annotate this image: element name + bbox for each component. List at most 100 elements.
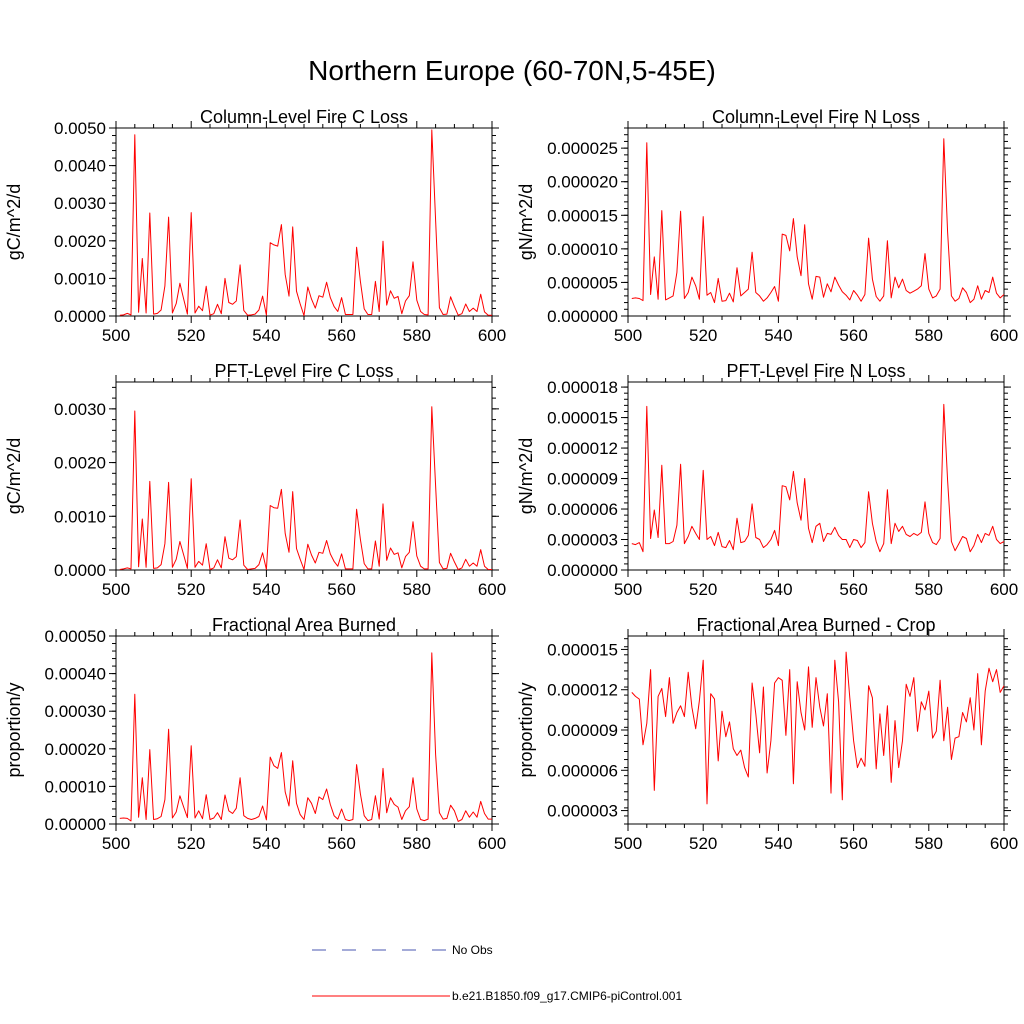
legend-entry-model-run: b.e21.B1850.f09_g17.CMIP6-piControl.001 (312, 989, 682, 1003)
y-axis-label: proportion/y (516, 682, 536, 777)
legend-entry-no-obs: No Obs (312, 943, 493, 957)
x-tick-label: 520 (689, 580, 717, 599)
y-tick-label: 0.000009 (547, 470, 618, 489)
y-axis-label: proportion/y (4, 682, 24, 777)
y-tick-label: 0.000015 (547, 206, 618, 225)
x-tick-label: 500 (102, 834, 130, 853)
y-tick-label: 0.000009 (547, 721, 618, 740)
x-tick-label: 520 (177, 326, 205, 345)
y-tick-label: 0.00050 (45, 627, 106, 646)
panel-title: Fractional Area Burned - Crop (696, 615, 935, 635)
x-tick-label: 580 (403, 326, 431, 345)
x-tick-label: 520 (177, 580, 205, 599)
x-tick-label: 520 (689, 834, 717, 853)
y-tick-label: 0.00030 (45, 702, 106, 721)
x-tick-label: 560 (327, 326, 355, 345)
y-tick-label: 0.000018 (547, 378, 618, 397)
x-tick-label: 540 (764, 834, 792, 853)
y-tick-label: 0.0040 (54, 157, 106, 176)
y-tick-label: 0.0010 (54, 269, 106, 288)
y-tick-label: 0.000003 (547, 802, 618, 821)
x-tick-label: 500 (614, 834, 642, 853)
x-tick-label: 560 (327, 834, 355, 853)
x-tick-label: 580 (403, 834, 431, 853)
x-tick-label: 540 (252, 834, 280, 853)
y-tick-label: 0.000005 (547, 273, 618, 292)
y-tick-label: 0.0000 (54, 561, 106, 580)
y-tick-label: 0.000006 (547, 761, 618, 780)
chart-panel-2: Column-Level Fire N Loss gN/m^2/d 500 520 54… (516, 107, 1018, 345)
y-tick-label: 0.0030 (54, 400, 106, 419)
y-tick-label: 0.000006 (547, 500, 618, 519)
x-tick-label: 500 (102, 580, 130, 599)
y-tick-label: 0.0020 (54, 454, 106, 473)
panels: Column-Level Fire C Loss gC/m^2/d 500 520 54… (4, 107, 1018, 853)
y-tick-label: 0.000020 (547, 173, 618, 192)
x-tick-label: 560 (839, 834, 867, 853)
y-tick-label: 0.0020 (54, 232, 106, 251)
x-tick-label: 540 (764, 580, 792, 599)
x-tick-label: 600 (990, 326, 1018, 345)
x-tick-label: 580 (915, 326, 943, 345)
y-tick-label: 0.000015 (547, 409, 618, 428)
plot-frame (115, 635, 493, 825)
legend-label-no-obs: No Obs (452, 943, 493, 957)
y-tick-label: 0.00040 (45, 665, 106, 684)
x-tick-label: 520 (689, 326, 717, 345)
y-axis-label: gN/m^2/d (516, 184, 536, 260)
x-tick-label: 600 (990, 580, 1018, 599)
y-axis-label: gC/m^2/d (4, 438, 24, 514)
series-line-1 (119, 129, 492, 317)
y-tick-label: 0.000015 (547, 640, 618, 659)
panel-title: Fractional Area Burned (212, 615, 396, 635)
x-tick-label: 540 (764, 326, 792, 345)
y-axis-label: gN/m^2/d (516, 438, 536, 514)
y-tick-label: 0.00010 (45, 777, 106, 796)
x-tick-label: 600 (478, 326, 506, 345)
y-tick-label: 0.0010 (54, 507, 106, 526)
series-line-1 (631, 138, 1005, 304)
y-tick-label: 0.0000 (54, 307, 106, 326)
figure-title: Northern Europe (60-70N,5-45E) (308, 55, 716, 86)
series-line-1 (119, 406, 492, 570)
y-tick-label: 0.000000 (547, 307, 618, 326)
chart-panel-4: PFT-Level Fire N Loss gN/m^2/d 500 520 540 56… (516, 361, 1018, 599)
legend: No Obs b.e21.B1850.f09_g17.CMIP6-piContr… (312, 943, 682, 1003)
y-tick-label: 0.000003 (547, 531, 618, 550)
panel-title: Column-Level Fire N Loss (712, 107, 920, 127)
y-tick-label: 0.000000 (547, 561, 618, 580)
x-tick-label: 500 (102, 326, 130, 345)
x-tick-label: 560 (839, 326, 867, 345)
x-tick-label: 520 (177, 834, 205, 853)
y-axis-label: gC/m^2/d (4, 184, 24, 260)
x-tick-label: 540 (252, 326, 280, 345)
x-tick-label: 540 (252, 580, 280, 599)
y-tick-label: 0.0050 (54, 119, 106, 138)
series-line-1 (631, 651, 1005, 805)
x-tick-label: 560 (327, 580, 355, 599)
chart-panel-1: Column-Level Fire C Loss gC/m^2/d 500 520 54… (4, 107, 506, 345)
panel-title: PFT-Level Fire N Loss (726, 361, 905, 381)
x-tick-label: 600 (478, 834, 506, 853)
x-tick-label: 560 (839, 580, 867, 599)
chart-panel-6: Fractional Area Burned - Crop proportion/… (516, 615, 1018, 853)
y-tick-label: 0.000010 (547, 240, 618, 259)
y-tick-label: 0.00000 (45, 815, 106, 834)
x-tick-label: 580 (403, 580, 431, 599)
panel-title: PFT-Level Fire C Loss (214, 361, 393, 381)
x-tick-label: 500 (614, 580, 642, 599)
chart-panel-3: PFT-Level Fire C Loss gC/m^2/d 500 520 540 56… (4, 361, 506, 599)
x-tick-label: 580 (915, 834, 943, 853)
panel-title: Column-Level Fire C Loss (200, 107, 408, 127)
y-tick-label: 0.000025 (547, 139, 618, 158)
legend-label-model-run: b.e21.B1850.f09_g17.CMIP6-piControl.001 (452, 989, 682, 1003)
series-line-1 (631, 403, 1005, 553)
x-tick-label: 600 (478, 580, 506, 599)
y-tick-label: 0.00020 (45, 740, 106, 759)
x-tick-label: 600 (990, 834, 1018, 853)
x-tick-label: 500 (614, 326, 642, 345)
series-line-1 (119, 652, 492, 822)
y-tick-label: 0.000012 (547, 439, 618, 458)
y-tick-label: 0.000012 (547, 681, 618, 700)
